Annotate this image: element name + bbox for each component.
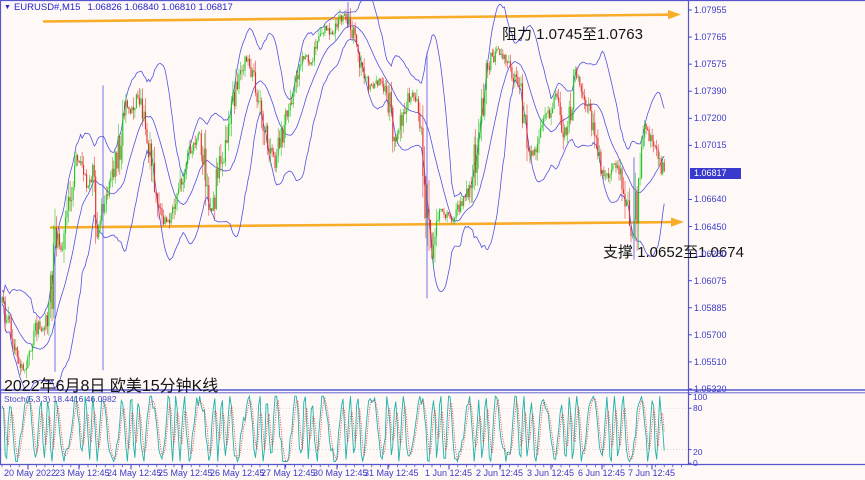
time-tick-label: 23 May 12:45 bbox=[55, 468, 110, 478]
price-tick-label: 1.07765 bbox=[694, 32, 727, 43]
stoch-scale-label: 80 bbox=[693, 403, 703, 413]
time-tick-label: 24 May 12:45 bbox=[107, 468, 162, 478]
stoch-scale-label: 20 bbox=[693, 447, 703, 457]
symbol-dropdown-icon: ▼ bbox=[4, 4, 11, 11]
price-tick-label: 1.06640 bbox=[694, 194, 727, 205]
price-tick-label: 1.07015 bbox=[694, 140, 727, 151]
price-tick-label: 1.06260 bbox=[694, 248, 727, 259]
stoch-scale-label: 0 bbox=[693, 457, 698, 468]
time-tick-label: 20 May 2022 bbox=[4, 468, 57, 478]
chart-title: ▼ EURUSD#,M15 1.06826 1.06840 1.06810 1.06… bbox=[4, 2, 233, 13]
price-tick-label: 1.05700 bbox=[694, 329, 727, 340]
time-tick-label: 25 May 12:45 bbox=[158, 468, 213, 478]
time-tick-label: 27 May 12:45 bbox=[261, 468, 316, 478]
time-tick-label: 6 Jun 12:45 bbox=[578, 468, 626, 478]
date-annotation: 2022年6月8日 欧美15分钟K线 bbox=[4, 378, 219, 395]
time-tick-label: 7 Jun 12:45 bbox=[628, 468, 676, 478]
time-tick-label: 31 May 12:45 bbox=[364, 468, 419, 478]
price-tick-label: 1.07955 bbox=[694, 5, 727, 15]
price-tick-label: 1.06450 bbox=[694, 221, 727, 232]
time-tick-label: 2 Jun 12:45 bbox=[476, 468, 524, 478]
price-tick-label: 1.05510 bbox=[694, 356, 727, 367]
ohlc-values: 1.06826 1.06840 1.06810 1.06817 bbox=[87, 2, 233, 13]
stoch-scale-label: 100 bbox=[693, 392, 708, 402]
time-tick-label: 30 May 12:45 bbox=[313, 468, 368, 478]
symbol-timeframe-label: EURUSD#,M15 bbox=[13, 2, 81, 13]
stoch-indicator-label: Stoch(5,3,3) 18.4416 46.0982 bbox=[4, 394, 117, 404]
support-annotation: 支撑 1.0652至1.0674 bbox=[603, 244, 744, 261]
resistance-annotation: 阻力 1.0745至1.0763 bbox=[502, 26, 643, 43]
price-tick-label: 1.07575 bbox=[694, 59, 727, 70]
price-tick-label: 1.07200 bbox=[694, 113, 727, 124]
price-tick-label: 1.05885 bbox=[694, 302, 727, 313]
time-tick-label: 3 Jun 12:45 bbox=[527, 468, 575, 478]
current-price-box: 1.06817 bbox=[690, 168, 741, 179]
price-tick-label: 1.07390 bbox=[694, 86, 727, 97]
time-tick-label: 1 Jun 12:45 bbox=[425, 468, 473, 478]
time-tick-label: 26 May 12:45 bbox=[210, 468, 265, 478]
price-tick-label: 1.05320 bbox=[694, 383, 727, 394]
price-tick-label: 1.06075 bbox=[694, 275, 727, 286]
